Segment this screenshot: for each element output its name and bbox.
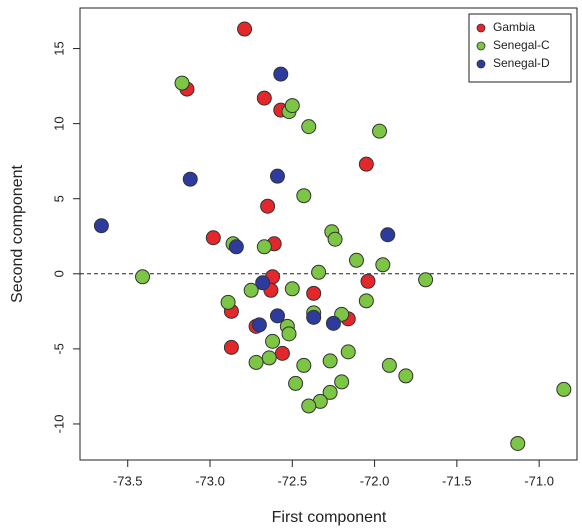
data-point xyxy=(358,293,374,309)
data-point xyxy=(284,281,300,297)
data-point xyxy=(274,345,290,361)
data-point xyxy=(301,398,317,414)
data-point xyxy=(135,269,151,285)
y-tick-label: 15 xyxy=(51,41,66,55)
y-tick-label: 0 xyxy=(51,270,66,277)
data-point xyxy=(93,218,109,234)
legend-marker xyxy=(476,59,486,69)
data-point xyxy=(360,273,376,289)
x-axis-title: First component xyxy=(272,509,387,526)
x-tick-label: -71.0 xyxy=(524,473,554,488)
data-point xyxy=(174,75,190,91)
data-point xyxy=(296,357,312,373)
data-point xyxy=(251,317,267,333)
legend-label: Gambia xyxy=(493,20,535,34)
data-point xyxy=(256,239,272,255)
y-tick-label: 5 xyxy=(51,195,66,202)
data-point xyxy=(273,66,289,82)
data-point xyxy=(288,375,304,391)
data-point xyxy=(182,171,198,187)
legend-marker xyxy=(476,41,486,51)
data-point xyxy=(322,353,338,369)
data-point xyxy=(398,368,414,384)
plot-frame xyxy=(79,7,578,461)
data-point xyxy=(256,90,272,106)
x-tick-label: -72.5 xyxy=(277,473,307,488)
data-point xyxy=(334,374,350,390)
data-point xyxy=(325,315,341,331)
legend-label: Senegal-D xyxy=(493,56,550,70)
y-tick-label: -5 xyxy=(51,343,66,355)
data-point xyxy=(281,326,297,342)
data-point xyxy=(311,264,327,280)
data-point xyxy=(205,230,221,246)
data-point xyxy=(243,282,259,298)
data-point xyxy=(348,252,364,268)
data-point xyxy=(306,285,322,301)
x-tick-label: -73.5 xyxy=(113,473,143,488)
x-tick-label: -72.0 xyxy=(360,473,390,488)
x-tick-label: -71.5 xyxy=(442,473,472,488)
data-point xyxy=(265,333,281,349)
y-axis-title: Second component xyxy=(9,165,26,303)
data-point xyxy=(220,294,236,310)
data-point xyxy=(372,123,388,139)
legend-marker xyxy=(476,23,486,33)
data-point xyxy=(237,21,253,37)
data-point xyxy=(322,384,338,400)
y-tick-label: -10 xyxy=(51,415,66,434)
y-tick-label: 10 xyxy=(51,116,66,130)
data-point xyxy=(296,188,312,204)
data-point xyxy=(260,198,276,214)
data-point xyxy=(381,357,397,373)
data-point xyxy=(223,339,239,355)
data-point xyxy=(284,98,300,114)
x-tick-label: -73.0 xyxy=(195,473,225,488)
data-point xyxy=(255,275,271,291)
data-point xyxy=(375,257,391,273)
data-point xyxy=(358,156,374,172)
data-point xyxy=(556,381,572,397)
data-point xyxy=(340,344,356,360)
data-point xyxy=(269,168,285,184)
data-point xyxy=(248,354,264,370)
data-point xyxy=(228,239,244,255)
data-point xyxy=(301,119,317,135)
data-point xyxy=(327,231,343,247)
legend-label: Senegal-C xyxy=(493,38,550,52)
data-point xyxy=(269,308,285,324)
data-point xyxy=(418,272,434,288)
data-point xyxy=(380,227,396,243)
data-point xyxy=(306,309,322,325)
legend-box xyxy=(468,13,572,83)
data-point xyxy=(510,435,526,451)
data-point xyxy=(261,350,277,366)
